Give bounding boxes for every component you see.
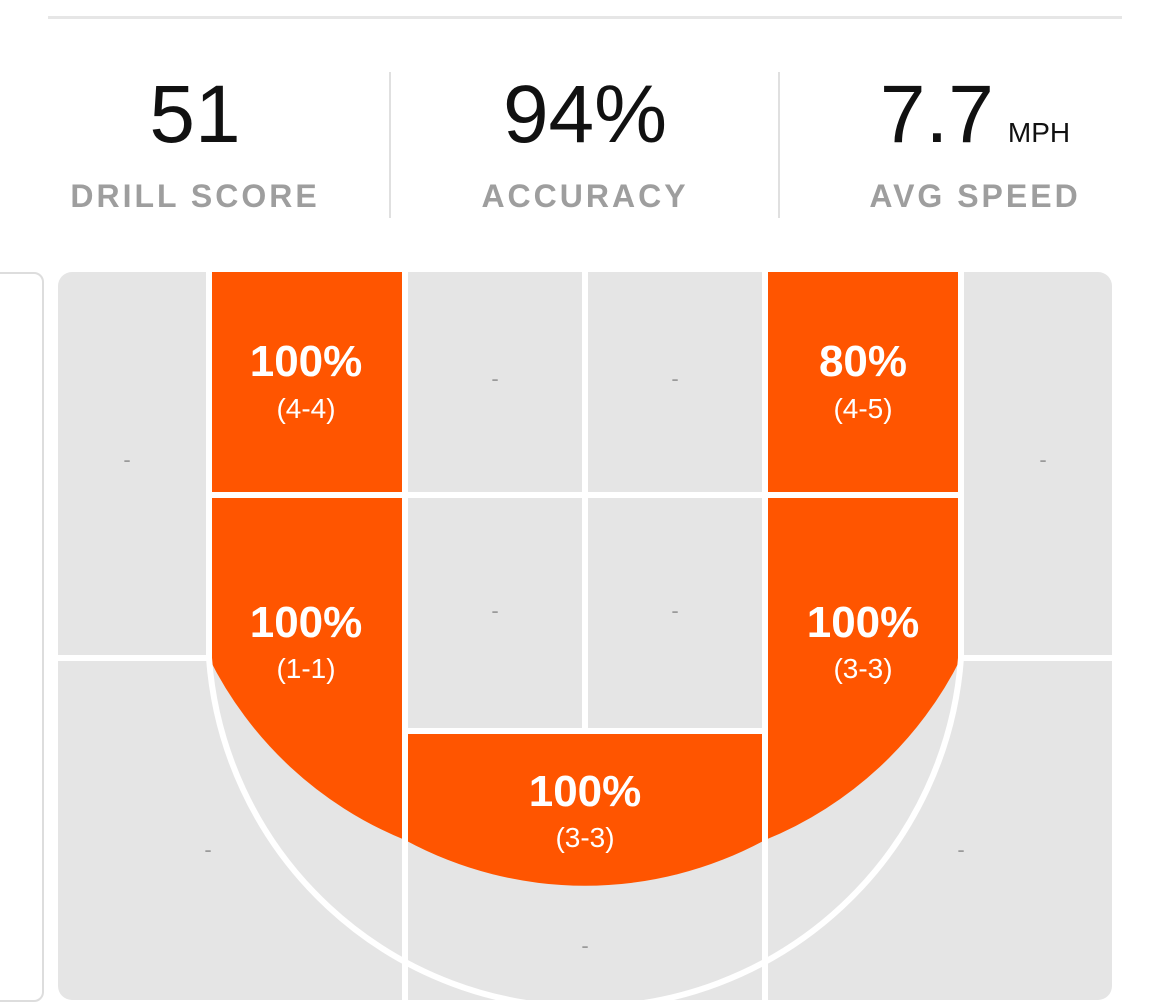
- zone-right-elbow-top-made: (4-5): [833, 393, 892, 424]
- drill-score-label: DRILL SCORE: [70, 178, 320, 214]
- zone-right-wing-pct: -: [957, 837, 964, 862]
- zone-top-key-pct: -: [581, 933, 588, 958]
- zone-left-elbow-top-made: (4-4): [276, 393, 335, 424]
- zone-paint-right-pct: -: [671, 598, 678, 623]
- stat-divider: [778, 72, 780, 218]
- zone-left-block-pct: 100%: [250, 598, 363, 647]
- drill-score-value: 51: [149, 69, 241, 160]
- zone-right-block-pct: 100%: [807, 598, 920, 647]
- zone-bottom-center-pct: 100%: [529, 767, 642, 816]
- side-panel-edge: [0, 272, 44, 1002]
- zone-right-elbow-top[interactable]: [765, 272, 961, 495]
- stats-bar: 51 DRILL SCORE 94% ACCURACY 7.7 MPH AVG S…: [0, 70, 1170, 220]
- zone-mid-right-top-pct: -: [671, 366, 678, 391]
- avg-speed-label: AVG SPEED: [869, 178, 1081, 214]
- zone-left-block[interactable]: [209, 495, 405, 840]
- zone-right-elbow-top-pct: 80%: [819, 337, 907, 386]
- accuracy-label: ACCURACY: [481, 178, 689, 214]
- zone-left-elbow-top-pct: 100%: [250, 337, 363, 386]
- zone-right-block-made: (3-3): [833, 653, 892, 684]
- zone-left-block-made: (1-1): [276, 653, 335, 684]
- zone-right-corner-top-pct: -: [1039, 447, 1046, 472]
- zone-mid-left-top-pct: -: [491, 366, 498, 391]
- top-divider: [48, 16, 1122, 19]
- stat-divider: [389, 72, 391, 218]
- drill-score-stat: 51 DRILL SCORE: [40, 70, 350, 220]
- avg-speed-unit: MPH: [1007, 117, 1071, 148]
- accuracy-stat: 94% ACCURACY: [430, 70, 740, 220]
- avg-speed-stat: 7.7 MPH AVG SPEED: [820, 70, 1130, 220]
- accuracy-value: 94%: [502, 69, 668, 160]
- zone-paint-left-pct: -: [491, 598, 498, 623]
- avg-speed-value: 7.7: [879, 69, 994, 160]
- zone-bottom-center[interactable]: [405, 731, 765, 886]
- zone-left-elbow-top[interactable]: [209, 272, 405, 495]
- avg-speed-value-row: 7.7 MPH: [820, 74, 1130, 174]
- zone-left-wing-pct: -: [204, 837, 211, 862]
- zone-right-block[interactable]: [765, 495, 961, 840]
- zone-bottom-center-made: (3-3): [555, 822, 614, 853]
- zone-left-corner-top-pct: -: [123, 447, 130, 472]
